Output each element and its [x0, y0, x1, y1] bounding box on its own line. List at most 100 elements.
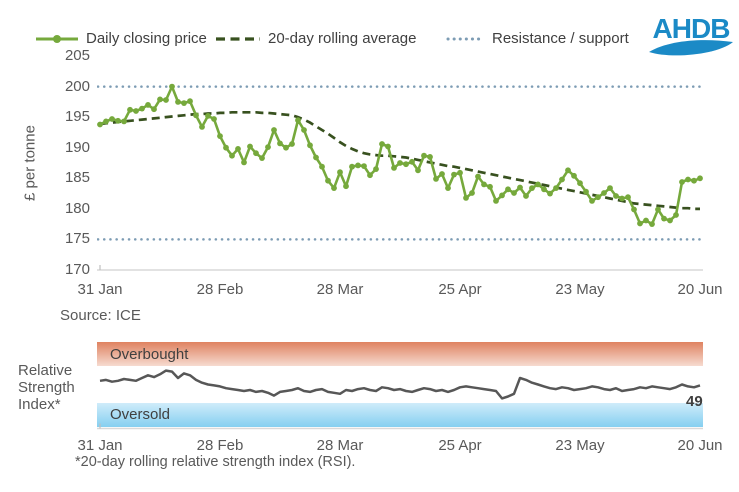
rsi-axis-label: Relative Strength Index* — [18, 362, 75, 413]
rsi-last-value: 49 — [686, 393, 703, 410]
legend-label: 20-day rolling average — [268, 30, 417, 47]
price-marker — [319, 163, 325, 170]
rsi-axis-label-line: Index* — [18, 396, 61, 413]
price-marker — [547, 190, 553, 197]
price-marker — [637, 220, 643, 227]
price-marker — [103, 118, 109, 125]
price-marker — [655, 206, 661, 213]
price-marker — [403, 161, 409, 168]
price-marker — [169, 83, 175, 90]
price-marker — [133, 108, 139, 114]
rsi-x-axis-labels: 31 Jan 28 Feb 28 Mar 25 Apr 23 May 20 Jun — [0, 437, 739, 455]
price-marker — [607, 185, 613, 192]
price-marker — [193, 112, 199, 119]
oversold-band — [97, 403, 703, 427]
price-marker — [259, 155, 265, 161]
rsi-axis-label-line: Strength — [18, 379, 75, 396]
ahdb-logo-text: AHDB — [653, 13, 730, 44]
rsi-line — [99, 369, 701, 400]
line-marker-icon — [36, 34, 78, 43]
price-marker — [523, 193, 529, 199]
price-marker — [379, 141, 385, 147]
price-marker — [499, 192, 505, 199]
price-chart-plot — [97, 83, 703, 271]
rsi-plot — [97, 342, 703, 430]
price-marker — [691, 177, 697, 184]
price-marker — [451, 171, 457, 178]
price-marker — [241, 159, 247, 166]
x-tick-label: 28 Mar — [316, 281, 364, 298]
rsi-x-tick-label: 28 Feb — [196, 437, 244, 454]
price-chart-x-axis-labels: 31 Jan 28 Feb 28 Mar 25 Apr 23 May 20 Jun — [0, 281, 739, 299]
price-marker — [511, 190, 517, 196]
price-marker — [493, 198, 499, 204]
price-marker — [331, 185, 337, 192]
price-marker — [457, 169, 463, 176]
dotted-line-icon — [446, 37, 485, 40]
price-marker — [685, 176, 691, 183]
price-marker — [439, 171, 445, 177]
x-tick-label: 23 May — [555, 281, 605, 298]
price-marker — [343, 183, 349, 190]
price-marker — [679, 179, 685, 185]
price-marker — [487, 183, 493, 190]
price-marker — [175, 99, 181, 105]
rsi-x-tick-label: 23 May — [555, 437, 605, 454]
price-marker — [475, 173, 481, 180]
price-marker — [601, 190, 607, 196]
price-marker — [397, 160, 403, 166]
price-marker — [223, 144, 229, 151]
price-marker — [361, 163, 367, 169]
y-tick-label: 175 — [64, 230, 90, 248]
price-marker — [481, 181, 487, 188]
price-marker — [415, 167, 421, 174]
price-marker — [109, 116, 115, 122]
price-marker — [643, 217, 649, 224]
y-tick-label: 185 — [64, 169, 90, 187]
y-tick-label: 195 — [64, 108, 90, 126]
price-marker — [217, 133, 223, 139]
legend-item-daily-closing-price: Daily closing price — [35, 30, 207, 47]
price-marker — [559, 176, 565, 183]
legend-label: Daily closing price — [86, 30, 207, 47]
price-marker — [115, 117, 121, 124]
price-marker — [205, 113, 211, 119]
x-tick-label: 31 Jan — [77, 281, 123, 298]
rsi-x-tick-label: 20 Jun — [677, 437, 723, 454]
price-marker — [139, 105, 145, 112]
price-marker — [535, 181, 541, 188]
price-marker — [697, 175, 703, 182]
price-marker — [427, 154, 433, 160]
price-marker — [313, 154, 319, 161]
legend-item-rolling-average: 20-day rolling average — [215, 30, 416, 47]
price-marker — [667, 217, 673, 224]
price-marker — [469, 190, 475, 196]
price-marker — [187, 98, 193, 105]
price-marker — [625, 194, 631, 201]
price-marker — [355, 162, 361, 169]
price-marker — [571, 172, 577, 179]
price-marker — [421, 152, 427, 159]
price-marker — [373, 166, 379, 172]
price-marker — [673, 212, 679, 218]
price-marker — [283, 144, 289, 151]
price-marker — [211, 116, 217, 122]
price-marker — [199, 124, 205, 130]
daily-closing-price-line — [99, 85, 701, 226]
legend-item-resistance-support: Resistance / support — [445, 30, 629, 47]
price-marker — [577, 180, 583, 187]
price-marker — [325, 177, 331, 184]
overbought-band-label: Overbought — [110, 346, 189, 363]
price-marker — [235, 146, 241, 152]
price-marker — [247, 143, 253, 150]
price-marker — [151, 106, 157, 113]
price-marker — [163, 97, 169, 103]
ahdb-logo-graphic: AHDB — [649, 13, 733, 56]
ahdb-logo: AHDB — [647, 12, 735, 62]
price-marker — [367, 172, 373, 179]
y-tick-label: 170 — [64, 261, 90, 278]
x-tick-label: 28 Feb — [196, 281, 244, 298]
wave-swoosh-icon — [649, 40, 733, 56]
footnote: *20-day rolling relative strength index … — [75, 454, 356, 470]
price-marker — [553, 185, 559, 192]
